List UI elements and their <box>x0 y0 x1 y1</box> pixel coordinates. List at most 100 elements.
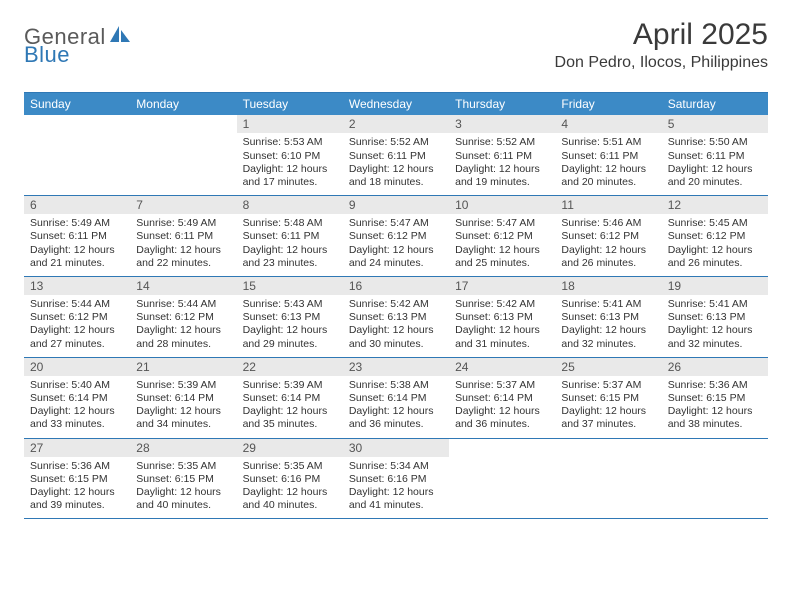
sunset-line: Sunset: 6:16 PM <box>243 473 337 486</box>
day-cell: 12Sunrise: 5:45 AMSunset: 6:12 PMDayligh… <box>662 196 768 276</box>
daylight-line: Daylight: 12 hours and 19 minutes. <box>455 163 549 189</box>
daylight-line: Daylight: 12 hours and 24 minutes. <box>349 244 443 270</box>
sunset-line: Sunset: 6:12 PM <box>349 230 443 243</box>
sunset-line: Sunset: 6:11 PM <box>455 150 549 163</box>
day-number: 11 <box>555 196 661 214</box>
sunrise-line: Sunrise: 5:38 AM <box>349 379 443 392</box>
sunrise-line: Sunrise: 5:49 AM <box>30 217 124 230</box>
day-cell: 15Sunrise: 5:43 AMSunset: 6:13 PMDayligh… <box>237 277 343 357</box>
day-info: Sunrise: 5:41 AMSunset: 6:13 PMDaylight:… <box>662 295 768 357</box>
week-row: 6Sunrise: 5:49 AMSunset: 6:11 PMDaylight… <box>24 196 768 277</box>
daylight-line: Daylight: 12 hours and 39 minutes. <box>30 486 124 512</box>
day-cell: 19Sunrise: 5:41 AMSunset: 6:13 PMDayligh… <box>662 277 768 357</box>
sunrise-line: Sunrise: 5:53 AM <box>243 136 337 149</box>
sunrise-line: Sunrise: 5:49 AM <box>136 217 230 230</box>
day-number: 28 <box>130 439 236 457</box>
day-cell: 8Sunrise: 5:48 AMSunset: 6:11 PMDaylight… <box>237 196 343 276</box>
daylight-line: Daylight: 12 hours and 29 minutes. <box>243 324 337 350</box>
sunrise-line: Sunrise: 5:46 AM <box>561 217 655 230</box>
day-cell: 24Sunrise: 5:37 AMSunset: 6:14 PMDayligh… <box>449 358 555 438</box>
sunrise-line: Sunrise: 5:39 AM <box>136 379 230 392</box>
daylight-line: Daylight: 12 hours and 32 minutes. <box>668 324 762 350</box>
day-info: Sunrise: 5:47 AMSunset: 6:12 PMDaylight:… <box>449 214 555 276</box>
day-info: Sunrise: 5:45 AMSunset: 6:12 PMDaylight:… <box>662 214 768 276</box>
dow-sunday: Sunday <box>24 93 130 115</box>
day-cell: 10Sunrise: 5:47 AMSunset: 6:12 PMDayligh… <box>449 196 555 276</box>
day-number: 27 <box>24 439 130 457</box>
day-cell: 23Sunrise: 5:38 AMSunset: 6:14 PMDayligh… <box>343 358 449 438</box>
sunset-line: Sunset: 6:14 PM <box>30 392 124 405</box>
daylight-line: Daylight: 12 hours and 36 minutes. <box>349 405 443 431</box>
sunrise-line: Sunrise: 5:47 AM <box>455 217 549 230</box>
sunrise-line: Sunrise: 5:42 AM <box>349 298 443 311</box>
day-cell: 21Sunrise: 5:39 AMSunset: 6:14 PMDayligh… <box>130 358 236 438</box>
day-number: 3 <box>449 115 555 133</box>
day-cell: 25Sunrise: 5:37 AMSunset: 6:15 PMDayligh… <box>555 358 661 438</box>
day-cell: 11Sunrise: 5:46 AMSunset: 6:12 PMDayligh… <box>555 196 661 276</box>
sunset-line: Sunset: 6:14 PM <box>455 392 549 405</box>
sunset-line: Sunset: 6:14 PM <box>136 392 230 405</box>
day-cell: 6Sunrise: 5:49 AMSunset: 6:11 PMDaylight… <box>24 196 130 276</box>
daylight-line: Daylight: 12 hours and 18 minutes. <box>349 163 443 189</box>
sunset-line: Sunset: 6:11 PM <box>561 150 655 163</box>
day-number: 12 <box>662 196 768 214</box>
sunset-line: Sunset: 6:15 PM <box>561 392 655 405</box>
sunset-line: Sunset: 6:12 PM <box>561 230 655 243</box>
day-info: Sunrise: 5:52 AMSunset: 6:11 PMDaylight:… <box>343 133 449 195</box>
week-row: 13Sunrise: 5:44 AMSunset: 6:12 PMDayligh… <box>24 277 768 358</box>
sunrise-line: Sunrise: 5:47 AM <box>349 217 443 230</box>
day-info: Sunrise: 5:46 AMSunset: 6:12 PMDaylight:… <box>555 214 661 276</box>
day-info: Sunrise: 5:41 AMSunset: 6:13 PMDaylight:… <box>555 295 661 357</box>
sunset-line: Sunset: 6:13 PM <box>668 311 762 324</box>
day-number: 4 <box>555 115 661 133</box>
day-number: 20 <box>24 358 130 376</box>
day-number: 6 <box>24 196 130 214</box>
sunrise-line: Sunrise: 5:51 AM <box>561 136 655 149</box>
day-cell: . <box>662 439 768 519</box>
day-info: Sunrise: 5:49 AMSunset: 6:11 PMDaylight:… <box>130 214 236 276</box>
day-cell: 14Sunrise: 5:44 AMSunset: 6:12 PMDayligh… <box>130 277 236 357</box>
daylight-line: Daylight: 12 hours and 35 minutes. <box>243 405 337 431</box>
sunset-line: Sunset: 6:15 PM <box>668 392 762 405</box>
day-info: Sunrise: 5:40 AMSunset: 6:14 PMDaylight:… <box>24 376 130 438</box>
day-info: Sunrise: 5:34 AMSunset: 6:16 PMDaylight:… <box>343 457 449 519</box>
daylight-line: Daylight: 12 hours and 21 minutes. <box>30 244 124 270</box>
sunset-line: Sunset: 6:13 PM <box>561 311 655 324</box>
day-info: Sunrise: 5:35 AMSunset: 6:15 PMDaylight:… <box>130 457 236 519</box>
sunrise-line: Sunrise: 5:44 AM <box>30 298 124 311</box>
daylight-line: Daylight: 12 hours and 22 minutes. <box>136 244 230 270</box>
day-info: Sunrise: 5:37 AMSunset: 6:15 PMDaylight:… <box>555 376 661 438</box>
day-cell: . <box>24 115 130 195</box>
day-number: 21 <box>130 358 236 376</box>
sunset-line: Sunset: 6:15 PM <box>30 473 124 486</box>
sunrise-line: Sunrise: 5:42 AM <box>455 298 549 311</box>
daylight-line: Daylight: 12 hours and 33 minutes. <box>30 405 124 431</box>
day-info: Sunrise: 5:44 AMSunset: 6:12 PMDaylight:… <box>24 295 130 357</box>
day-cell: 5Sunrise: 5:50 AMSunset: 6:11 PMDaylight… <box>662 115 768 195</box>
sunrise-line: Sunrise: 5:37 AM <box>455 379 549 392</box>
logo-text-blue: Blue <box>24 42 70 67</box>
day-number: 29 <box>237 439 343 457</box>
day-info: Sunrise: 5:48 AMSunset: 6:11 PMDaylight:… <box>237 214 343 276</box>
title-block: April 2025 Don Pedro, Ilocos, Philippine… <box>555 18 768 72</box>
sunset-line: Sunset: 6:13 PM <box>243 311 337 324</box>
day-number: 8 <box>237 196 343 214</box>
day-cell: 9Sunrise: 5:47 AMSunset: 6:12 PMDaylight… <box>343 196 449 276</box>
sunrise-line: Sunrise: 5:37 AM <box>561 379 655 392</box>
day-info: Sunrise: 5:44 AMSunset: 6:12 PMDaylight:… <box>130 295 236 357</box>
daylight-line: Daylight: 12 hours and 26 minutes. <box>561 244 655 270</box>
sunset-line: Sunset: 6:13 PM <box>455 311 549 324</box>
day-info: Sunrise: 5:37 AMSunset: 6:14 PMDaylight:… <box>449 376 555 438</box>
day-cell: . <box>555 439 661 519</box>
sail-icon <box>110 26 132 49</box>
month-title: April 2025 <box>555 18 768 52</box>
sunrise-line: Sunrise: 5:36 AM <box>30 460 124 473</box>
sunset-line: Sunset: 6:16 PM <box>349 473 443 486</box>
daylight-line: Daylight: 12 hours and 34 minutes. <box>136 405 230 431</box>
daylight-line: Daylight: 12 hours and 41 minutes. <box>349 486 443 512</box>
sunset-line: Sunset: 6:15 PM <box>136 473 230 486</box>
day-info: Sunrise: 5:39 AMSunset: 6:14 PMDaylight:… <box>130 376 236 438</box>
day-number: 7 <box>130 196 236 214</box>
daylight-line: Daylight: 12 hours and 23 minutes. <box>243 244 337 270</box>
sunrise-line: Sunrise: 5:35 AM <box>243 460 337 473</box>
